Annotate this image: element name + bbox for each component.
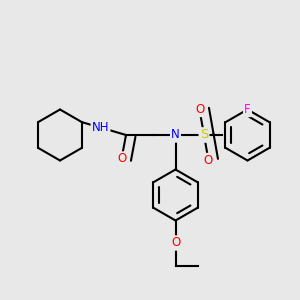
Text: O: O <box>204 154 213 167</box>
Text: F: F <box>244 103 251 116</box>
Text: O: O <box>195 103 204 116</box>
Text: O: O <box>171 236 180 250</box>
Text: O: O <box>117 152 126 166</box>
Text: S: S <box>200 128 208 142</box>
Text: N: N <box>171 128 180 142</box>
Text: NH: NH <box>92 121 109 134</box>
